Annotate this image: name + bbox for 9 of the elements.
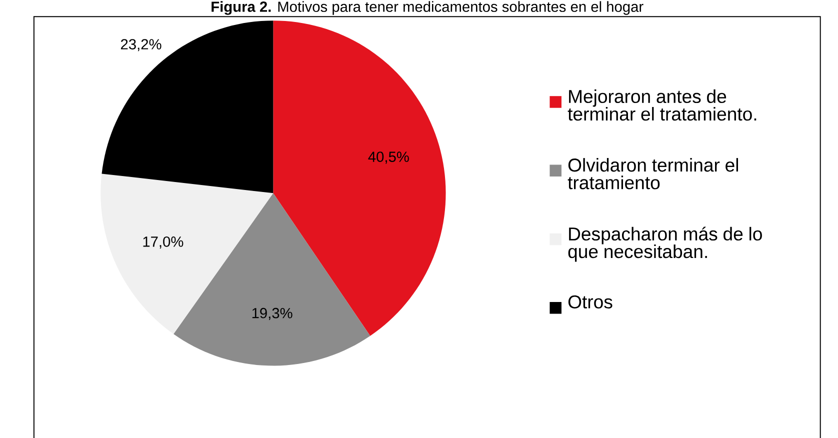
- legend-label: Olvidaron terminar el tratamiento: [568, 158, 738, 190]
- data-label: 40,5%: [368, 151, 409, 164]
- chart-title: Figura 2. Motivos para tener medicamentos sobrantes en el hogar: [212, 1, 644, 15]
- data-label: 19,3%: [252, 308, 292, 320]
- legend-label: Despacharon más de lo que necesitaban.: [568, 226, 762, 262]
- data-label: 23,2%: [120, 38, 162, 52]
- legend-label: Mejoraron antes de terminar el tratamiento.: [568, 89, 756, 120]
- data-label: 17,0%: [143, 236, 184, 248]
- legend-label: Otros: [568, 295, 612, 308]
